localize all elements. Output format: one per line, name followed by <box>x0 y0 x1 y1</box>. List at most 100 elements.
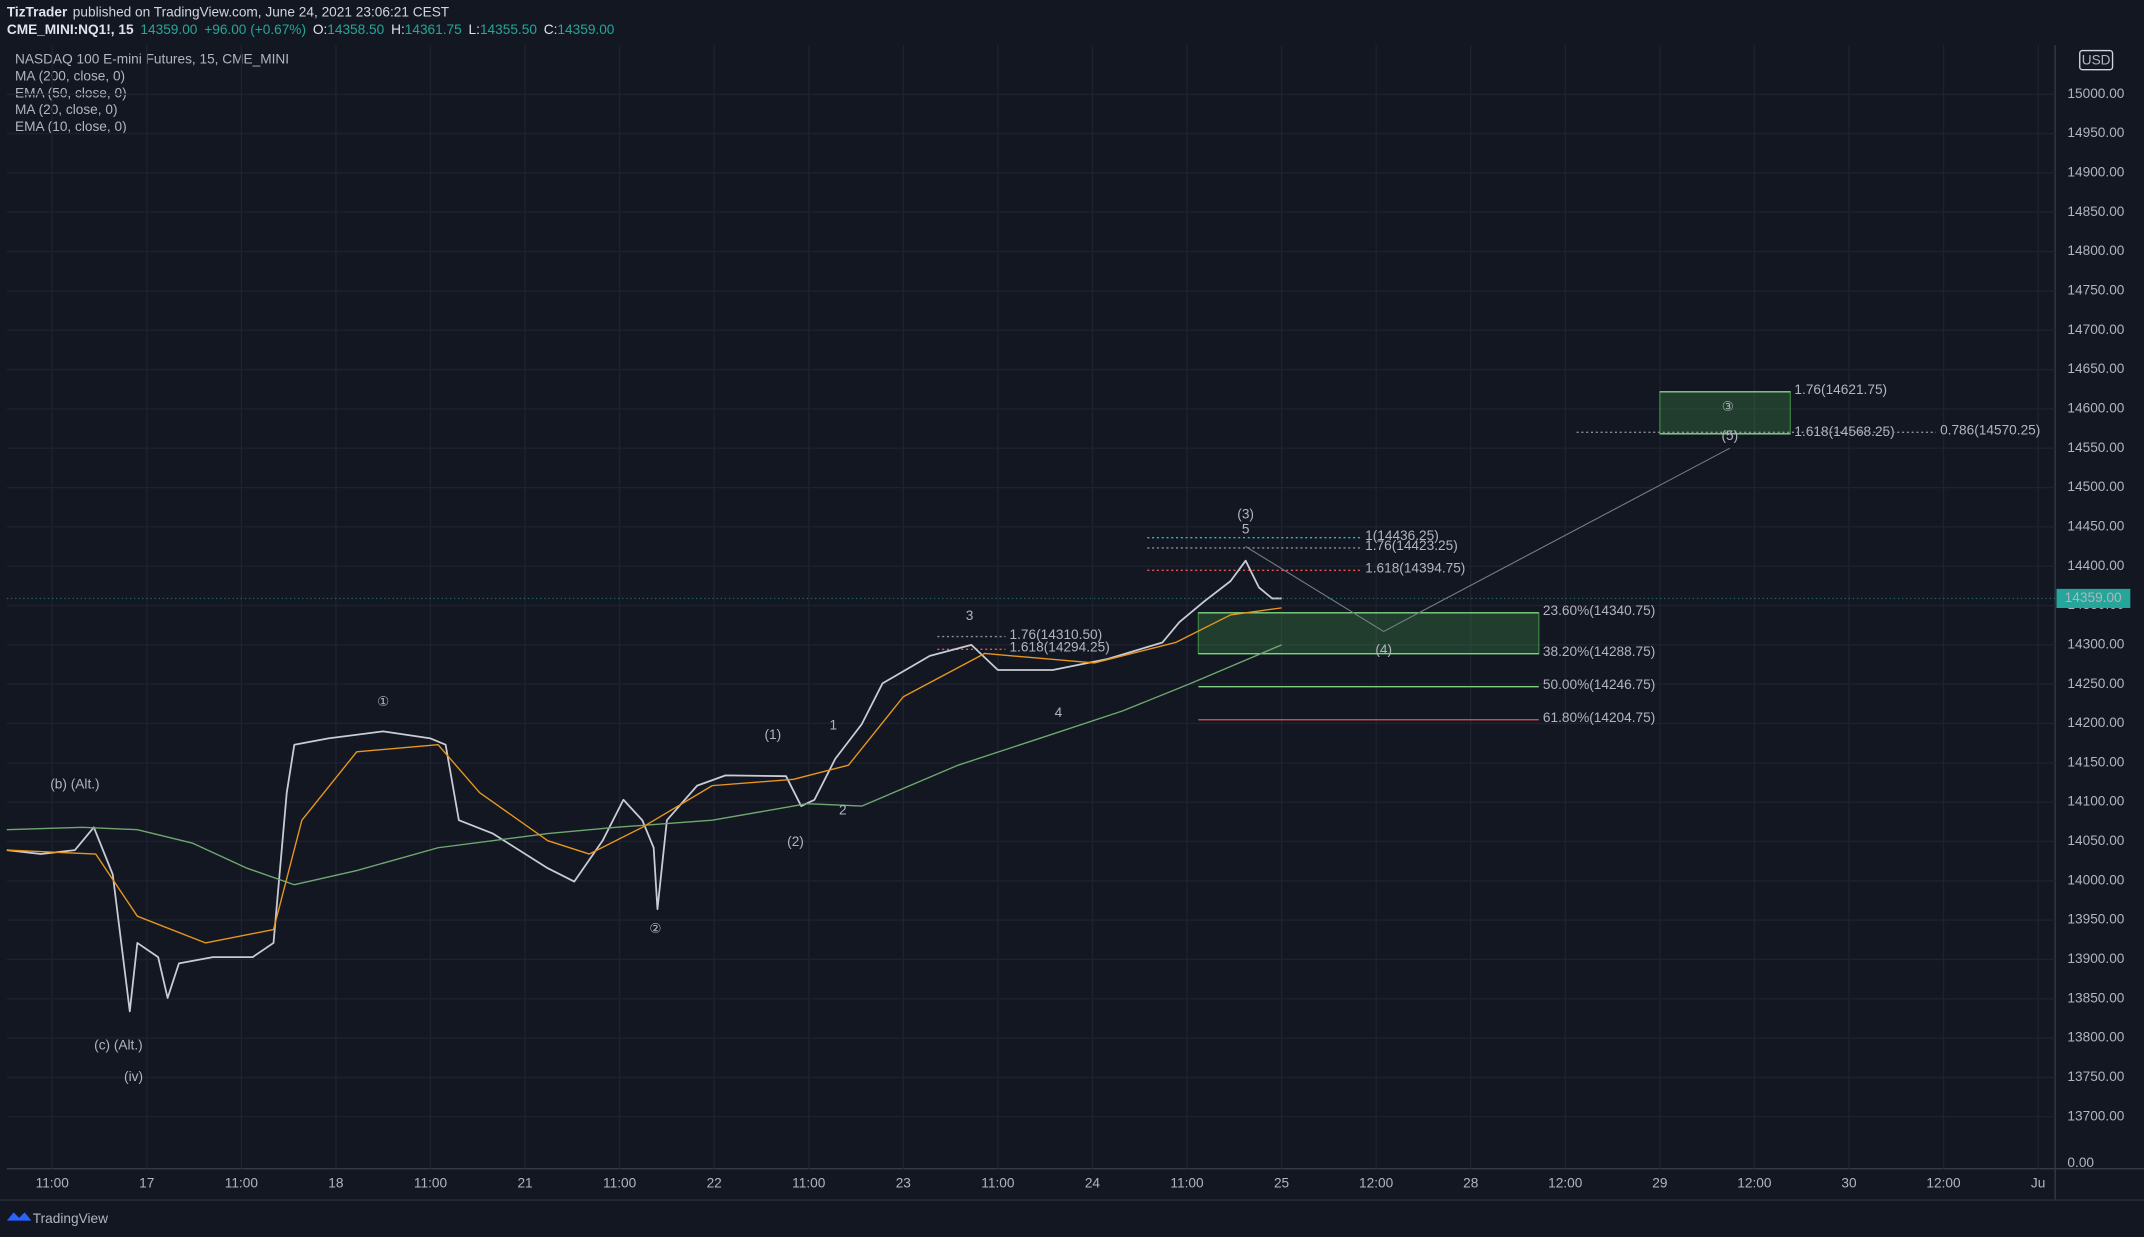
author: TizTrader <box>7 4 68 19</box>
y-tick-label: 14650.00 <box>2067 361 2124 376</box>
ohlc-key: C: <box>544 22 558 37</box>
y-tick-label: 14950.00 <box>2067 125 2124 140</box>
series-line <box>6 607 1282 944</box>
last-price-label: 14359.00 <box>2065 590 2122 605</box>
y-tick-label: 14700.00 <box>2067 322 2124 337</box>
fib-label: 38.20%(14288.75) <box>1543 644 1655 659</box>
price: 14359.00 <box>140 22 197 37</box>
y-tick-label: 14600.00 <box>2067 400 2124 415</box>
wave-label: (3) <box>1237 507 1254 522</box>
fib-label: 1.618(14394.75) <box>1365 561 1465 576</box>
x-tick-label: 11:00 <box>981 1175 1015 1190</box>
y-tick-label: 13900.00 <box>2067 951 2124 966</box>
legend-entry: EMA (10, close, 0) <box>15 119 127 134</box>
wave-label: (b) (Alt.) <box>50 776 99 791</box>
x-tick-label: 18 <box>328 1175 343 1190</box>
y-tick-label: 14450.00 <box>2067 518 2124 533</box>
change: +96.00 (+0.67%) <box>204 22 306 37</box>
legend-entry: MA (200, close, 0) <box>15 69 125 84</box>
y-tick-label: 14050.00 <box>2067 833 2124 848</box>
wave-label: (1) <box>764 727 781 742</box>
y-tick-label: 14800.00 <box>2067 243 2124 258</box>
x-tick-label: 12:00 <box>1926 1175 1961 1190</box>
wave-label: (4) <box>1375 642 1392 657</box>
fib-label: 1.618(14568.25) <box>1794 424 1894 439</box>
x-tick-label: 25 <box>1274 1175 1290 1190</box>
x-tick-label: Ju <box>2031 1175 2045 1190</box>
x-tick-label: 12:00 <box>1548 1175 1583 1190</box>
brand-logo <box>6 1212 32 1221</box>
x-tick-label: 24 <box>1085 1175 1101 1190</box>
ohlc-key: L: <box>469 22 480 37</box>
y-tick-label: 14550.00 <box>2067 440 2124 455</box>
price-scale-bottom-label: 0.00 <box>2067 1155 2094 1170</box>
last-price-box <box>2056 588 2131 608</box>
y-tick-label: 13800.00 <box>2067 1030 2124 1045</box>
wave-label: 5 <box>1242 522 1250 537</box>
y-tick-label: 13950.00 <box>2067 912 2124 927</box>
x-tick-label: 11:00 <box>792 1175 826 1190</box>
header-line-1: TizTrader published on TradingView.com, J… <box>7 4 450 19</box>
currency: USD <box>2082 52 2111 67</box>
y-tick-label: 14250.00 <box>2067 676 2124 691</box>
fib-label: 61.80%(14204.75) <box>1543 710 1655 725</box>
y-tick-label: 13750.00 <box>2067 1069 2124 1084</box>
fib-label: 1.76(14310.50) <box>1010 627 1103 642</box>
legend-entry: EMA (50, close, 0) <box>15 85 127 100</box>
x-tick-label: 12:00 <box>1737 1175 1772 1190</box>
y-tick-label: 13850.00 <box>2067 990 2124 1005</box>
y-tick-label: 14100.00 <box>2067 794 2124 809</box>
x-tick-label: 11:00 <box>603 1175 637 1190</box>
series-line <box>6 644 1282 886</box>
symbol: CME_MINI:NQ1!, 15 <box>7 22 134 37</box>
x-tick-label: 11:00 <box>36 1175 70 1190</box>
fib-label: 1.76(14423.25) <box>1365 538 1458 553</box>
fib-label: 50.00%(14246.75) <box>1543 677 1655 692</box>
wave-label: 3 <box>966 608 974 623</box>
series-line <box>6 559 1282 1013</box>
y-tick-label: 14300.00 <box>2067 636 2124 651</box>
x-tick-label: 11:00 <box>1170 1175 1204 1190</box>
ohlc-value: 14359.00 <box>557 22 614 37</box>
ohlc-value: 14358.50 <box>327 22 384 37</box>
x-tick-label: 28 <box>1463 1175 1478 1190</box>
x-tick-label: 23 <box>896 1175 911 1190</box>
wave-label: ① <box>377 694 389 709</box>
y-tick-label: 14900.00 <box>2067 165 2124 180</box>
ohlc-key: O: <box>313 22 327 37</box>
fib-label: 1(14436.25) <box>1365 528 1439 543</box>
wave-label: (2) <box>787 834 804 849</box>
y-tick-label: 14750.00 <box>2067 283 2124 298</box>
ohlc-value: 14355.50 <box>480 22 537 37</box>
wave-label: ③ <box>1722 399 1734 414</box>
target-zone <box>1197 612 1540 655</box>
legend: NASDAQ 100 E-mini Futures, 15, CME_MINI M… <box>15 52 289 134</box>
ohlc-value: 14361.75 <box>405 22 462 37</box>
wave-label: (iv) <box>124 1069 143 1084</box>
legend-entry: NASDAQ 100 E-mini Futures, 15, CME_MINI <box>15 52 289 67</box>
x-tick-label: 21 <box>517 1175 532 1190</box>
legend-entry: MA (20, close, 0) <box>15 102 117 117</box>
y-tick-label: 14200.00 <box>2067 715 2124 730</box>
footer-brand: TradingView <box>33 1211 108 1226</box>
y-tick-label: 14400.00 <box>2067 558 2124 573</box>
y-tick-label: 14000.00 <box>2067 872 2124 887</box>
wave-label: (5) <box>1721 428 1738 443</box>
y-tick-label: 14850.00 <box>2067 204 2124 219</box>
x-tick-label: 22 <box>707 1175 722 1190</box>
currency-box <box>2079 49 2114 71</box>
x-tick-label: 17 <box>139 1175 154 1190</box>
wave-label: (c) (Alt.) <box>94 1038 143 1053</box>
x-tick-label: 11:00 <box>414 1175 448 1190</box>
fib-label: 23.60%(14340.75) <box>1543 603 1655 618</box>
wave-label: ② <box>649 921 661 936</box>
projection-line <box>1245 447 1731 633</box>
x-tick-label: 29 <box>1652 1175 1667 1190</box>
x-tick-label: 11:00 <box>225 1175 259 1190</box>
header-line-2: CME_MINI:NQ1!, 15 14359.00 +96.00 (+0.67%)… <box>7 22 615 37</box>
y-tick-label: 13700.00 <box>2067 1108 2124 1123</box>
fib-label: 1.76(14621.75) <box>1794 382 1887 397</box>
y-tick-label: 14150.00 <box>2067 754 2124 769</box>
